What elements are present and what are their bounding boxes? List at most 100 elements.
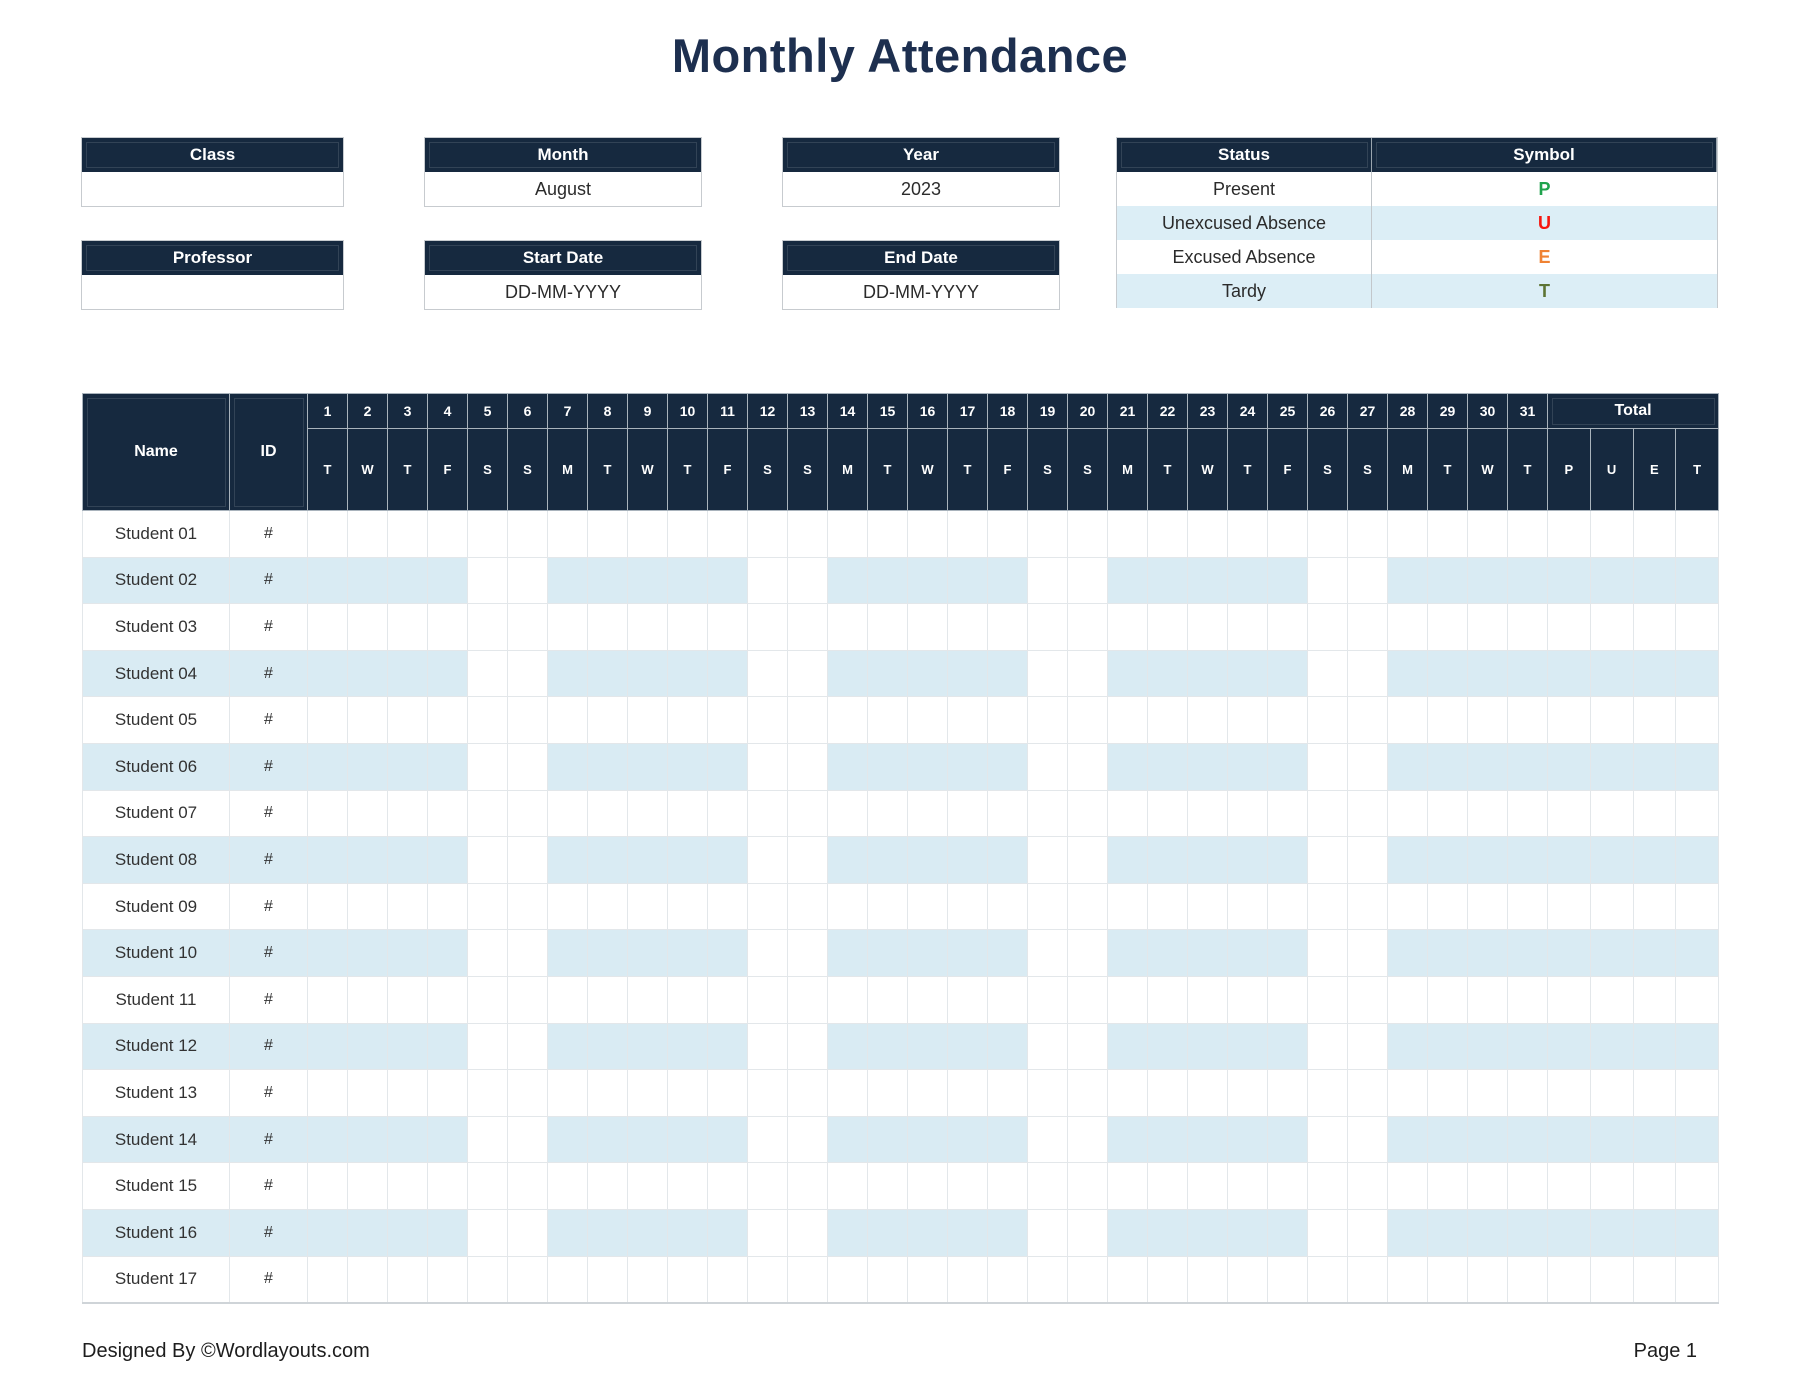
- attendance-cell-day-30[interactable]: [1467, 696, 1508, 744]
- attendance-cell-day-31[interactable]: [1507, 649, 1548, 698]
- attendance-cell-day-13[interactable]: [787, 510, 828, 558]
- attendance-cell-day-8[interactable]: [587, 789, 628, 838]
- attendance-cell-day-15[interactable]: [867, 789, 908, 838]
- attendance-cell-day-21[interactable]: [1107, 929, 1148, 977]
- attendance-cell-day-3[interactable]: [387, 1115, 428, 1164]
- attendance-cell-day-17[interactable]: [947, 603, 988, 651]
- attendance-cell-day-20[interactable]: [1067, 836, 1108, 884]
- total-u-cell[interactable]: [1589, 1069, 1634, 1117]
- attendance-cell-day-23[interactable]: [1187, 1162, 1228, 1210]
- attendance-cell-day-13[interactable]: [787, 649, 828, 698]
- attendance-cell-day-9[interactable]: [627, 649, 668, 698]
- attendance-cell-day-1[interactable]: [307, 836, 348, 884]
- attendance-cell-day-2[interactable]: [347, 1115, 388, 1164]
- total-t-cell[interactable]: [1675, 603, 1720, 651]
- total-e-cell[interactable]: [1632, 975, 1677, 1024]
- attendance-cell-day-6[interactable]: [507, 649, 548, 698]
- attendance-cell-day-29[interactable]: [1427, 1069, 1468, 1117]
- attendance-cell-day-28[interactable]: [1387, 556, 1428, 605]
- attendance-cell-day-14[interactable]: [827, 603, 868, 651]
- attendance-cell-day-23[interactable]: [1187, 696, 1228, 744]
- attendance-cell-day-16[interactable]: [907, 742, 948, 791]
- end-date-value-field[interactable]: DD-MM-YYYY: [783, 275, 1059, 309]
- attendance-cell-day-31[interactable]: [1507, 510, 1548, 558]
- attendance-cell-day-6[interactable]: [507, 742, 548, 791]
- attendance-cell-day-27[interactable]: [1347, 929, 1388, 977]
- attendance-cell-day-7[interactable]: [547, 556, 588, 605]
- attendance-cell-day-6[interactable]: [507, 556, 548, 605]
- attendance-cell-day-5[interactable]: [467, 882, 508, 931]
- attendance-cell-day-7[interactable]: [547, 1162, 588, 1210]
- attendance-cell-day-17[interactable]: [947, 882, 988, 931]
- attendance-cell-day-20[interactable]: [1067, 649, 1108, 698]
- attendance-cell-day-31[interactable]: [1507, 603, 1548, 651]
- total-t-cell[interactable]: [1675, 1162, 1720, 1210]
- attendance-cell-day-13[interactable]: [787, 1069, 828, 1117]
- attendance-cell-day-27[interactable]: [1347, 742, 1388, 791]
- attendance-cell-day-31[interactable]: [1507, 556, 1548, 605]
- attendance-cell-day-18[interactable]: [987, 1255, 1028, 1304]
- total-e-cell[interactable]: [1632, 836, 1677, 884]
- attendance-cell-day-6[interactable]: [507, 836, 548, 884]
- attendance-cell-day-25[interactable]: [1267, 929, 1308, 977]
- attendance-cell-day-20[interactable]: [1067, 1162, 1108, 1210]
- attendance-cell-day-14[interactable]: [827, 836, 868, 884]
- attendance-cell-day-28[interactable]: [1387, 1208, 1428, 1257]
- attendance-cell-day-10[interactable]: [667, 556, 708, 605]
- total-u-cell[interactable]: [1589, 836, 1634, 884]
- attendance-cell-day-1[interactable]: [307, 696, 348, 744]
- total-e-cell[interactable]: [1632, 742, 1677, 791]
- attendance-cell-day-14[interactable]: [827, 510, 868, 558]
- attendance-cell-day-27[interactable]: [1347, 1255, 1388, 1304]
- total-p-cell[interactable]: [1547, 882, 1591, 931]
- total-t-cell[interactable]: [1675, 789, 1720, 838]
- attendance-cell-day-25[interactable]: [1267, 789, 1308, 838]
- attendance-cell-day-20[interactable]: [1067, 975, 1108, 1024]
- attendance-cell-day-26[interactable]: [1307, 1069, 1348, 1117]
- attendance-cell-day-18[interactable]: [987, 789, 1028, 838]
- attendance-cell-day-27[interactable]: [1347, 649, 1388, 698]
- attendance-cell-day-18[interactable]: [987, 1022, 1028, 1071]
- attendance-cell-day-17[interactable]: [947, 1115, 988, 1164]
- attendance-cell-day-17[interactable]: [947, 556, 988, 605]
- attendance-cell-day-7[interactable]: [547, 975, 588, 1024]
- attendance-cell-day-26[interactable]: [1307, 882, 1348, 931]
- attendance-cell-day-21[interactable]: [1107, 1069, 1148, 1117]
- attendance-cell-day-2[interactable]: [347, 603, 388, 651]
- attendance-cell-day-3[interactable]: [387, 929, 428, 977]
- attendance-cell-day-10[interactable]: [667, 603, 708, 651]
- attendance-cell-day-5[interactable]: [467, 1162, 508, 1210]
- class-value-field[interactable]: [82, 172, 343, 206]
- attendance-cell-day-29[interactable]: [1427, 1022, 1468, 1071]
- attendance-cell-day-13[interactable]: [787, 1022, 828, 1071]
- attendance-cell-day-3[interactable]: [387, 789, 428, 838]
- attendance-cell-day-10[interactable]: [667, 510, 708, 558]
- attendance-cell-day-1[interactable]: [307, 1115, 348, 1164]
- attendance-cell-day-25[interactable]: [1267, 1115, 1308, 1164]
- attendance-cell-day-3[interactable]: [387, 510, 428, 558]
- total-e-cell[interactable]: [1632, 556, 1677, 605]
- attendance-cell-day-12[interactable]: [747, 742, 788, 791]
- attendance-cell-day-22[interactable]: [1147, 1115, 1188, 1164]
- total-t-cell[interactable]: [1675, 929, 1720, 977]
- attendance-cell-day-25[interactable]: [1267, 696, 1308, 744]
- total-t-cell[interactable]: [1675, 882, 1720, 931]
- attendance-cell-day-23[interactable]: [1187, 1208, 1228, 1257]
- total-u-cell[interactable]: [1589, 1022, 1634, 1071]
- attendance-cell-day-2[interactable]: [347, 742, 388, 791]
- attendance-cell-day-19[interactable]: [1027, 1069, 1068, 1117]
- attendance-cell-day-20[interactable]: [1067, 1115, 1108, 1164]
- attendance-cell-day-2[interactable]: [347, 510, 388, 558]
- attendance-cell-day-6[interactable]: [507, 510, 548, 558]
- attendance-cell-day-9[interactable]: [627, 556, 668, 605]
- attendance-cell-day-1[interactable]: [307, 789, 348, 838]
- total-p-cell[interactable]: [1547, 603, 1591, 651]
- attendance-cell-day-9[interactable]: [627, 603, 668, 651]
- attendance-cell-day-1[interactable]: [307, 1162, 348, 1210]
- attendance-cell-day-23[interactable]: [1187, 1022, 1228, 1071]
- attendance-cell-day-29[interactable]: [1427, 696, 1468, 744]
- attendance-cell-day-26[interactable]: [1307, 603, 1348, 651]
- attendance-cell-day-25[interactable]: [1267, 1022, 1308, 1071]
- professor-value-field[interactable]: [82, 275, 343, 309]
- attendance-cell-day-30[interactable]: [1467, 789, 1508, 838]
